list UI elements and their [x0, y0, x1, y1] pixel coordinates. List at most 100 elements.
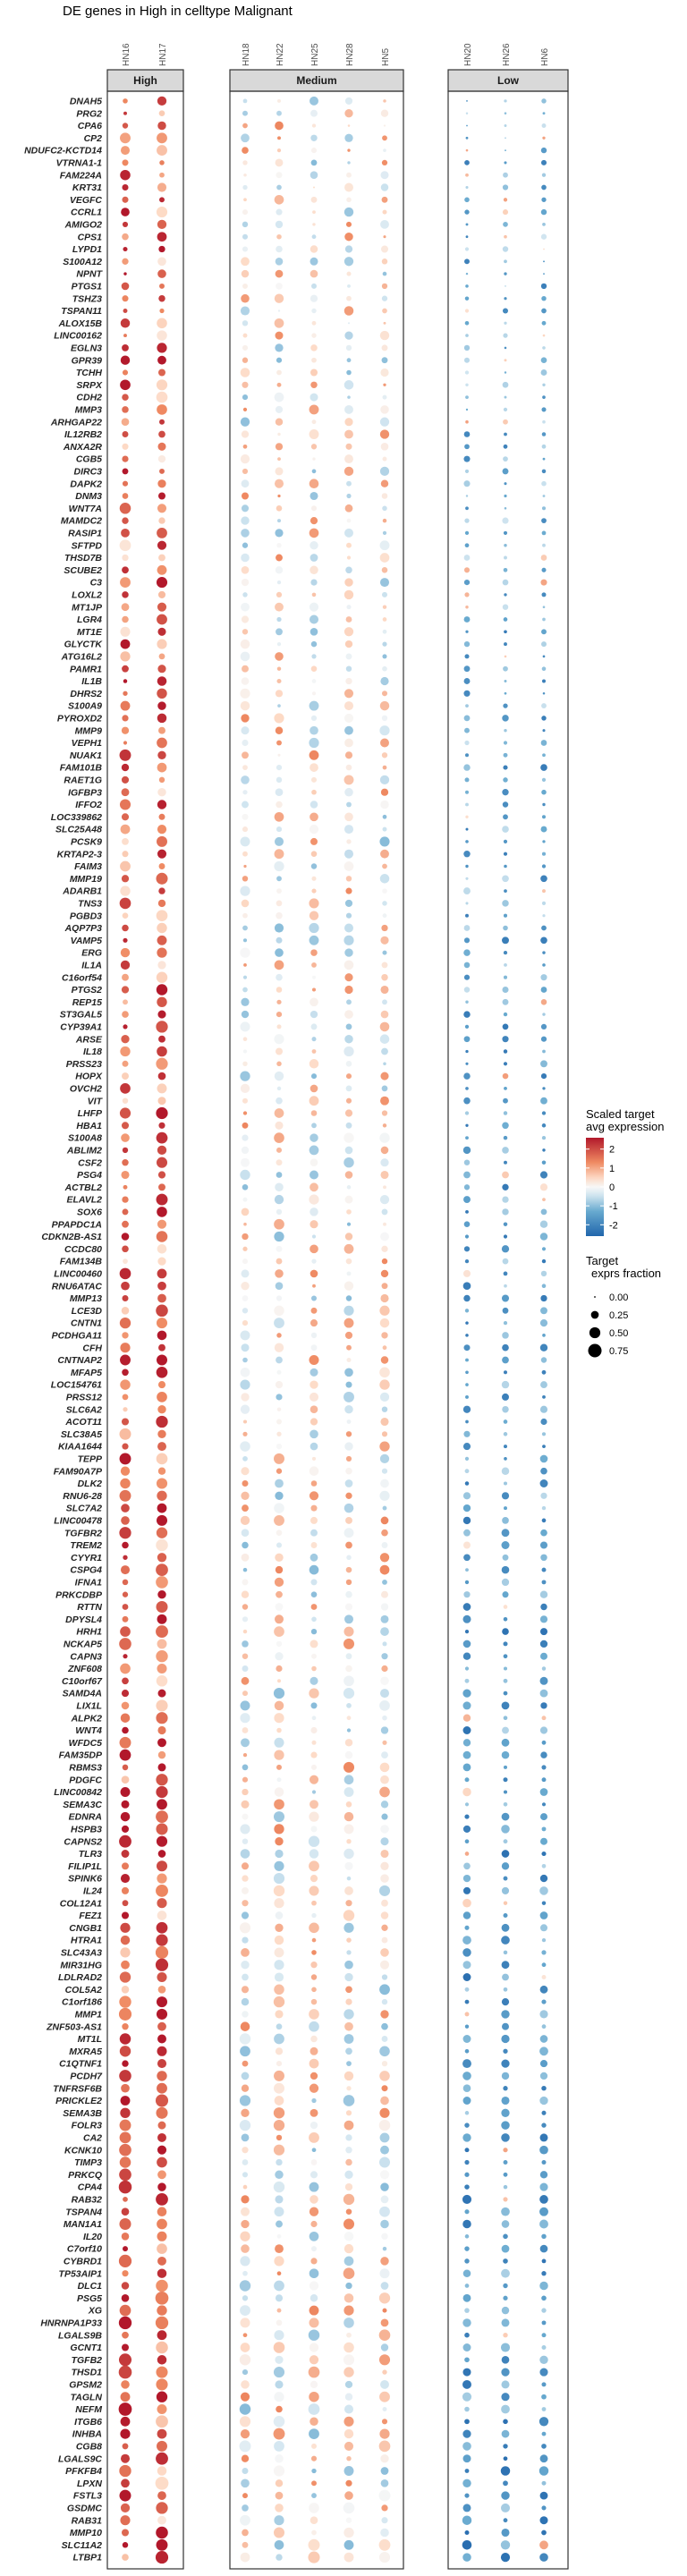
dot: [539, 2540, 548, 2550]
dot: [542, 1049, 546, 1054]
dot: [310, 1319, 318, 1327]
dot: [241, 1010, 250, 1019]
dot: [381, 1431, 388, 1437]
dot: [242, 987, 248, 993]
gene-label: TIMP3: [74, 2157, 102, 2168]
dot: [158, 726, 165, 734]
dot: [242, 1973, 249, 1981]
dot: [501, 1738, 510, 1747]
dot: [241, 2207, 250, 2216]
dot: [120, 886, 131, 896]
gene-label: TNFRSF6B: [53, 2083, 102, 2094]
dot: [275, 690, 284, 698]
dot: [541, 2271, 547, 2276]
dot: [346, 1419, 352, 1424]
dot: [345, 616, 352, 623]
dot: [539, 1171, 548, 1179]
gene-label: CDKN2B-AS1: [41, 1232, 102, 1242]
dot: [274, 2082, 284, 2094]
dot: [503, 2197, 508, 2202]
dot: [309, 1688, 319, 1699]
dot: [274, 1960, 284, 1970]
dot: [310, 2072, 318, 2080]
dot: [504, 864, 507, 869]
dot: [541, 703, 547, 709]
gene-label: CSPG4: [70, 1565, 102, 1576]
dot: [464, 1469, 470, 1474]
dot: [503, 1432, 508, 1436]
dot: [310, 134, 318, 141]
dot: [464, 2123, 470, 2128]
dot: [309, 1096, 319, 1106]
dot: [380, 368, 389, 377]
dot: [156, 2415, 168, 2428]
dot: [276, 765, 283, 771]
dot: [463, 567, 471, 573]
gene-label: S100A8: [68, 1133, 102, 1144]
dot: [157, 2305, 167, 2316]
dot: [274, 1984, 284, 1996]
dot: [156, 1478, 168, 1489]
dot: [157, 1404, 166, 1414]
dot: [541, 469, 547, 474]
dot: [503, 1445, 508, 1449]
dot: [380, 800, 389, 809]
dot: [122, 2554, 129, 2561]
dot: [344, 306, 354, 316]
dot: [504, 691, 507, 695]
dot: [241, 1986, 250, 1994]
dot: [382, 1641, 387, 1647]
dot: [503, 1049, 508, 1054]
dot: [344, 1046, 354, 1057]
dot: [344, 504, 353, 513]
dot: [240, 700, 250, 711]
dot: [118, 2402, 132, 2416]
dot: [465, 1209, 469, 1214]
dot: [274, 1343, 284, 1352]
dot: [242, 1838, 249, 1844]
dot: [276, 678, 282, 684]
dot: [241, 1676, 250, 1685]
dot: [310, 2220, 318, 2228]
dot: [344, 1824, 354, 1835]
dot: [503, 2258, 508, 2264]
dot: [500, 2540, 511, 2550]
dot: [383, 1185, 386, 1190]
dot: [345, 2134, 352, 2141]
dot: [501, 1467, 510, 1475]
dot: [540, 764, 547, 771]
gene-label: SAMD4A: [63, 1689, 102, 1699]
dot: [345, 876, 352, 882]
dot: [464, 543, 470, 548]
dot: [345, 2158, 352, 2166]
dot: [344, 1132, 354, 1143]
dot: [344, 935, 354, 945]
dot: [539, 2046, 548, 2056]
dot: [157, 835, 167, 847]
dot: [309, 2083, 319, 2093]
dot: [503, 703, 508, 708]
dot: [121, 528, 130, 538]
dot: [157, 922, 167, 934]
dot: [157, 257, 166, 267]
dot: [464, 1802, 470, 1807]
dot: [120, 1626, 131, 1637]
dot: [276, 973, 283, 981]
dot: [273, 2428, 285, 2440]
dot: [309, 1885, 319, 1896]
gene-label: IL12RB2: [64, 429, 102, 440]
gene-label: COL5A2: [65, 1985, 103, 1996]
dot: [273, 2465, 285, 2477]
dot: [539, 2355, 548, 2365]
dot: [121, 1886, 130, 1894]
gene-label: CFH: [82, 1343, 102, 1353]
dot: [122, 493, 129, 499]
gene-label: HRH1: [76, 1627, 102, 1638]
dot: [310, 1726, 318, 1734]
dot: [242, 826, 249, 833]
dot: [242, 1752, 248, 1758]
dot: [344, 1787, 354, 1797]
dot: [344, 1528, 354, 1538]
gene-label: SPINK6: [68, 1874, 102, 1885]
dot: [346, 197, 352, 203]
